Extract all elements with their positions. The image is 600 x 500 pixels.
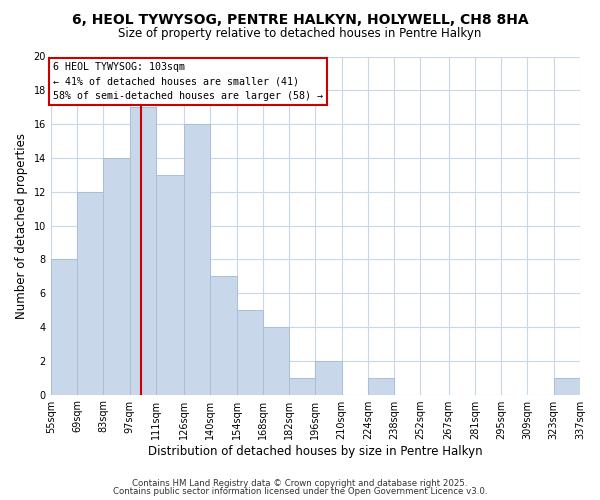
Text: 6 HEOL TYWYSOG: 103sqm
← 41% of detached houses are smaller (41)
58% of semi-det: 6 HEOL TYWYSOG: 103sqm ← 41% of detached… [53,62,323,101]
Text: Contains public sector information licensed under the Open Government Licence v3: Contains public sector information licen… [113,487,487,496]
Y-axis label: Number of detached properties: Number of detached properties [15,132,28,318]
Bar [289,378,316,394]
Bar [316,361,341,394]
Bar [51,260,77,394]
Bar [130,107,156,395]
Text: 6, HEOL TYWYSOG, PENTRE HALKYN, HOLYWELL, CH8 8HA: 6, HEOL TYWYSOG, PENTRE HALKYN, HOLYWELL… [71,12,529,26]
Bar [554,378,580,394]
Bar [368,378,394,394]
Bar [263,327,289,394]
X-axis label: Distribution of detached houses by size in Pentre Halkyn: Distribution of detached houses by size … [148,444,483,458]
Bar [77,192,103,394]
Text: Contains HM Land Registry data © Crown copyright and database right 2025.: Contains HM Land Registry data © Crown c… [132,478,468,488]
Bar [184,124,211,394]
Bar [103,158,130,394]
Bar [211,276,236,394]
Text: Size of property relative to detached houses in Pentre Halkyn: Size of property relative to detached ho… [118,28,482,40]
Bar [156,175,184,394]
Bar [236,310,263,394]
